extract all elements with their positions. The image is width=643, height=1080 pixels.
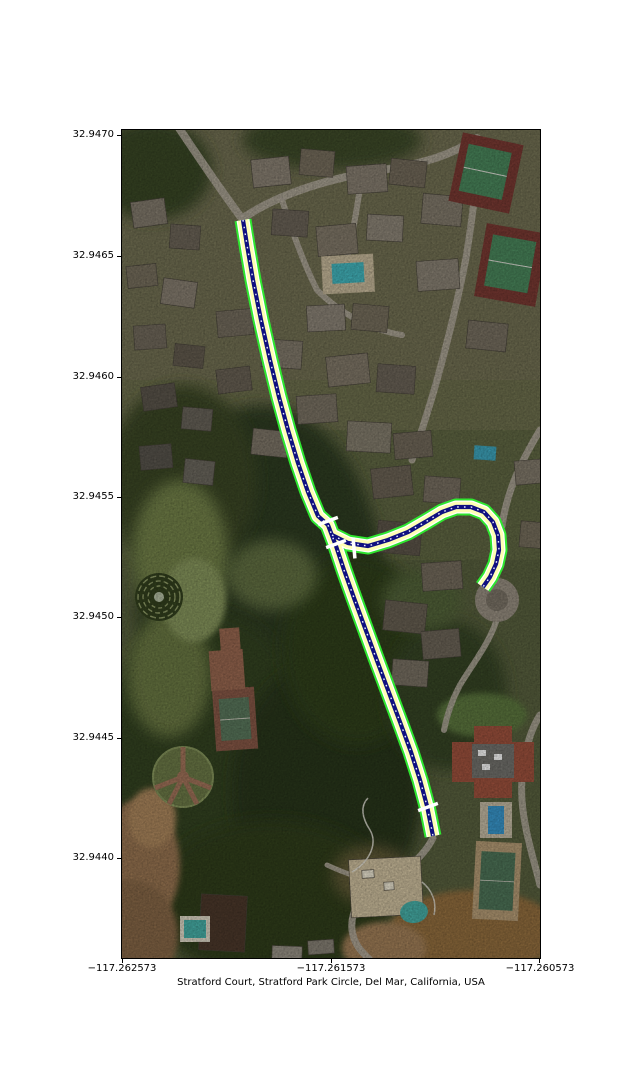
y-tick-label: 32.9465 [72, 250, 114, 261]
intersection-marker [325, 538, 347, 550]
y-tick-mark [117, 497, 121, 498]
aerial-map [122, 130, 540, 958]
x-tick-mark [331, 959, 332, 963]
map-plot-area [121, 129, 541, 959]
y-tick-label: 32.9455 [72, 491, 114, 502]
y-tick-mark [117, 617, 121, 618]
x-tick-label: −117.261573 [296, 963, 366, 974]
x-tick-label: −117.260573 [505, 963, 575, 974]
x-tick-label: −117.262573 [87, 963, 157, 974]
intersection-marker [417, 801, 439, 813]
y-tick-mark [117, 135, 121, 136]
y-tick-label: 32.9460 [72, 371, 114, 382]
x-tick-mark [539, 959, 540, 963]
road-stratford-park-circle [331, 506, 500, 588]
y-tick-mark [117, 377, 121, 378]
x-tick-mark [122, 959, 123, 963]
road-stratford-court [242, 219, 434, 837]
intersection-marker [317, 515, 339, 527]
y-tick-label: 32.9445 [72, 732, 114, 743]
intersection-marker [351, 537, 357, 559]
y-tick-label: 32.9450 [72, 611, 114, 622]
y-tick-mark [117, 738, 121, 739]
y-tick-label: 32.9440 [72, 852, 114, 863]
y-tick-mark [117, 256, 121, 257]
y-tick-mark [117, 858, 121, 859]
map-caption: Stratford Court, Stratford Park Circle, … [177, 977, 485, 988]
y-tick-label: 32.9470 [72, 129, 114, 140]
street-overlay [234, 218, 508, 838]
